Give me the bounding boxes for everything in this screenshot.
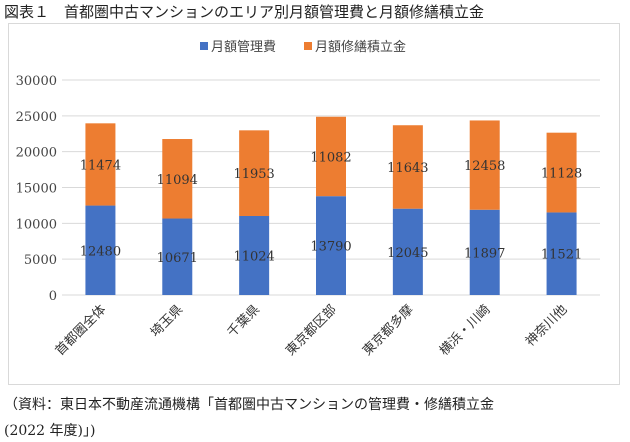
- chart-area: [8, 23, 620, 385]
- bar-repair-reserve: [239, 130, 270, 216]
- data-label: 13790: [310, 240, 351, 255]
- bar-repair-reserve: [469, 120, 500, 210]
- bar-management-fee: [469, 209, 500, 295]
- data-label: 12458: [464, 159, 505, 174]
- legend-label: 月額修繕積立金: [315, 39, 406, 55]
- bar-management-fee: [316, 196, 346, 295]
- x-category-label: 東京都多摩: [359, 302, 416, 359]
- legend-label: 月額管理費: [211, 40, 276, 55]
- data-label: 11082: [310, 150, 351, 165]
- y-tick-label: 15000: [16, 182, 57, 197]
- x-category-label: 千葉県: [225, 302, 263, 340]
- bar-management-fee: [162, 218, 193, 295]
- bar-repair-reserve: [392, 125, 423, 209]
- data-label: 11024: [233, 249, 274, 264]
- bar-repair-reserve: [546, 132, 577, 213]
- bar-repair-reserve: [85, 123, 116, 206]
- bar-repair-reserve: [316, 116, 346, 197]
- x-category-label: 神奈川他: [523, 302, 570, 349]
- bar-repair-reserve: [162, 139, 193, 219]
- source-note-line1: （資料：東日本不動産流通機構「首都圏中古マンションの管理費・修繕積立金: [4, 397, 494, 413]
- bar-management-fee: [85, 205, 116, 295]
- data-label: 11897: [464, 246, 505, 261]
- x-category-label: 首都圏全体: [52, 302, 109, 359]
- y-tick-label: 10000: [16, 217, 57, 232]
- data-label: 11128: [541, 167, 582, 182]
- x-category-label: 埼玉県: [148, 302, 186, 340]
- data-label: 11094: [157, 173, 198, 188]
- data-label: 12480: [80, 244, 121, 259]
- y-tick-label: 30000: [16, 74, 57, 89]
- y-tick-label: 25000: [16, 110, 57, 125]
- legend-swatch: [304, 42, 312, 50]
- source-note-line2: (2022 年度)」): [4, 423, 96, 439]
- figure-title: 図表１ 首都圏中古マンションのエリア別月額管理費と月額修繕積立金: [4, 3, 485, 21]
- y-tick-label: 0: [49, 289, 57, 304]
- data-label: 12045: [387, 246, 428, 261]
- y-tick-label: 5000: [24, 253, 57, 268]
- bar-management-fee: [392, 208, 423, 295]
- y-tick-label: 20000: [16, 146, 57, 161]
- data-label: 11643: [387, 161, 428, 176]
- legend-swatch: [200, 42, 208, 50]
- data-label: 10671: [157, 251, 198, 266]
- bar-management-fee: [546, 212, 577, 295]
- data-label: 11474: [80, 158, 121, 173]
- bar-management-fee: [239, 215, 270, 295]
- data-label: 11953: [233, 167, 274, 182]
- x-category-label: 横浜・川崎: [437, 302, 494, 359]
- data-label: 11521: [541, 248, 582, 263]
- x-category-label: 東京都区部: [283, 302, 340, 359]
